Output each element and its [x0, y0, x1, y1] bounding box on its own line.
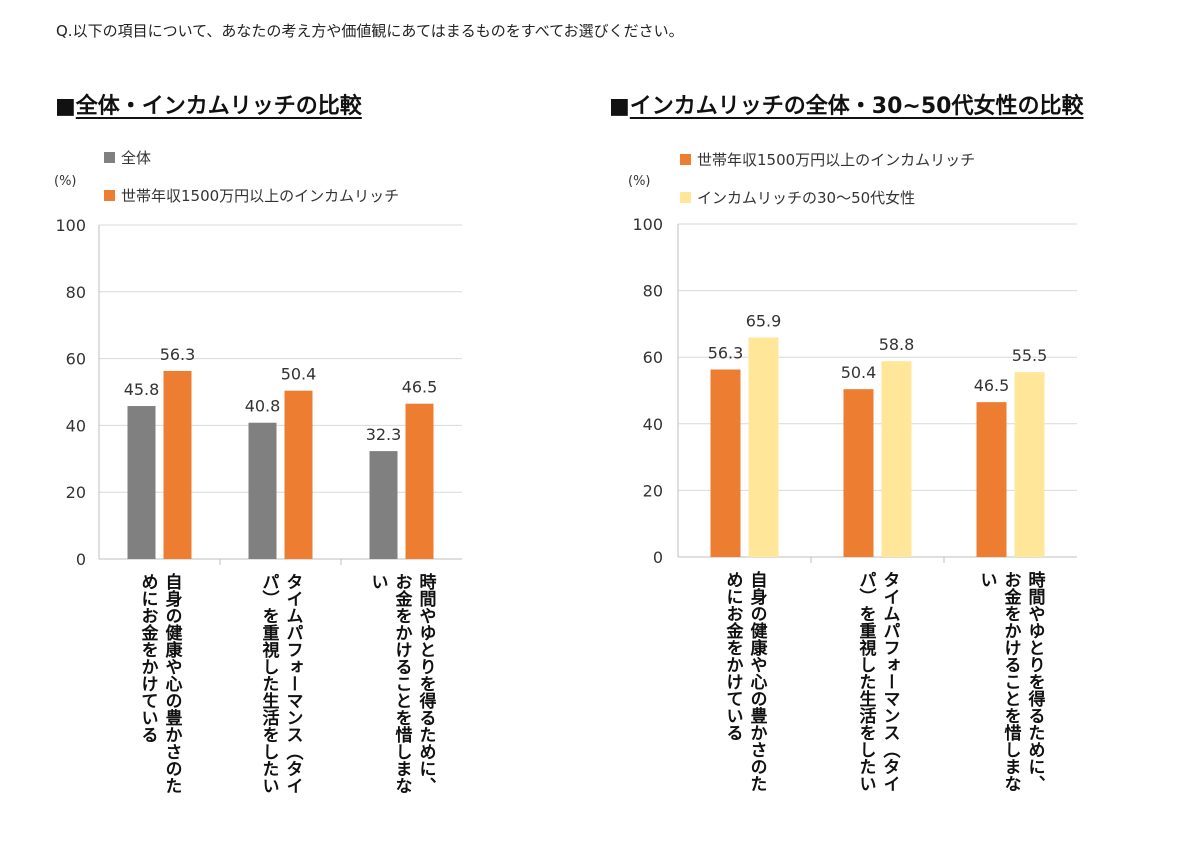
chart2-bar: [1014, 372, 1045, 557]
chart2-title-text: インカムリッチの全体・30~50代女性の比較: [629, 94, 1084, 119]
chart2-unit: (%): [628, 174, 651, 189]
chart1-data-label: 56.3: [160, 345, 196, 364]
chart1-bar: [248, 422, 277, 559]
chart1-data-label: 50.4: [281, 365, 317, 384]
chart2-legend-swatch-1: [680, 191, 691, 203]
question-text: Q.以下の項目について、あなたの考え方や価値観にあてはまるものをすべてお選びくだ…: [56, 22, 684, 40]
chart1-category-label: お金をかけることを惜しまな: [392, 573, 414, 794]
chart1-legend-item-0: 全体: [104, 146, 399, 168]
chart1-category-label: めにお金をかけている: [138, 573, 160, 743]
chart2-ytick-label: 20: [643, 481, 663, 500]
chart1-bar: [369, 451, 398, 559]
chart2-data-label: 56.3: [708, 344, 744, 363]
chart1-title: ■全体・インカムリッチの比較: [55, 88, 362, 120]
chart2-category-label: 自身の健康や心の豊かさのた: [747, 570, 768, 792]
chart1-category-label: タイムパフォーマンス（タイ: [283, 573, 304, 794]
chart1-ytick-label: 20: [66, 483, 86, 502]
chart2-bar: [710, 369, 741, 557]
chart2-legend-label-1: インカムリッチの30〜50代女性: [697, 188, 916, 207]
chart2-legend-item-0: 世帯年収1500万円以上のインカムリッチ: [680, 148, 975, 170]
chart1-data-label: 32.3: [366, 425, 402, 444]
chart1-title-mark: ■: [55, 94, 76, 119]
chart2-ytick-label: 80: [643, 282, 663, 301]
chart1-category-label: パ）を重視した生活をしたい: [259, 573, 281, 794]
chart2-category-label: 時間やゆとりを得るために、: [1025, 570, 1047, 792]
chart2-data-label: 58.8: [879, 335, 915, 354]
chart2-ytick-label: 40: [643, 415, 663, 434]
chart2-ytick-label: 60: [643, 348, 663, 367]
chart1-category-label: い: [368, 573, 388, 590]
chart2-category-label: パ）を重視した生活をしたい: [856, 571, 878, 792]
chart1-ytick-label: 0: [76, 550, 86, 569]
chart2-data-label: 55.5: [1012, 346, 1048, 365]
chart2-legend-item-1: インカムリッチの30〜50代女性: [680, 186, 975, 208]
chart1-title-text: 全体・インカムリッチの比較: [75, 94, 362, 119]
chart2-category-label: タイムパフォーマンス（タイ: [880, 571, 901, 792]
chart2-category-label: お金をかけることを惜しまな: [1001, 571, 1023, 792]
chart1-bar: [163, 370, 192, 559]
chart1-legend-label-0: 全体: [121, 148, 152, 167]
chart1-data-label: 45.8: [124, 380, 160, 399]
chart1-legend-item-1: 世帯年収1500万円以上のインカムリッチ: [104, 184, 399, 206]
chart2-data-label: 50.4: [841, 363, 877, 382]
chart1-unit: (%): [54, 174, 77, 189]
chart1-legend-label-1: 世帯年収1500万円以上のインカムリッチ: [121, 186, 400, 205]
chart1-ytick-label: 60: [66, 350, 86, 369]
chart1-bar: [405, 403, 434, 559]
chart2-data-label: 46.5: [974, 376, 1010, 395]
chart2-legend-swatch-0: [680, 153, 691, 165]
chart1-data-label: 40.8: [245, 397, 281, 416]
chart1-ytick-label: 40: [66, 416, 86, 435]
chart2-ytick-label: 100: [632, 215, 663, 234]
chart2-title-mark: ■: [609, 94, 630, 119]
chart2-bar: [748, 337, 779, 557]
chart2-title: ■インカムリッチの全体・30~50代女性の比較: [609, 88, 1083, 120]
chart2-ytick-label: 0: [653, 548, 663, 567]
chart1-data-label: 46.5: [402, 378, 438, 397]
chart1-legend-swatch-1: [104, 189, 115, 201]
chart2-category-label: い: [977, 571, 997, 588]
chart2-bar: [881, 361, 912, 557]
chart1-legend-swatch-0: [104, 151, 115, 163]
chart2-legend: 世帯年収1500万円以上のインカムリッチ インカムリッチの30〜50代女性: [680, 148, 975, 224]
chart1-category-label: 自身の健康や心の豊かさのた: [162, 572, 183, 794]
chart2-bar: [843, 389, 874, 557]
chart1-legend: 全体 世帯年収1500万円以上のインカムリッチ: [104, 146, 399, 222]
chart2-legend-label-0: 世帯年収1500万円以上のインカムリッチ: [697, 150, 976, 169]
chart2-bar: [976, 402, 1007, 557]
chart1-category-label: 時間やゆとりを得るために、: [416, 572, 438, 794]
chart2-data-label: 65.9: [746, 312, 782, 331]
chart2-category-label: めにお金をかけている: [723, 571, 745, 741]
chart1-bar: [284, 390, 313, 559]
chart1-ytick-label: 100: [55, 216, 86, 235]
chart1-bar: [127, 406, 156, 559]
chart1-ytick-label: 80: [66, 283, 86, 302]
